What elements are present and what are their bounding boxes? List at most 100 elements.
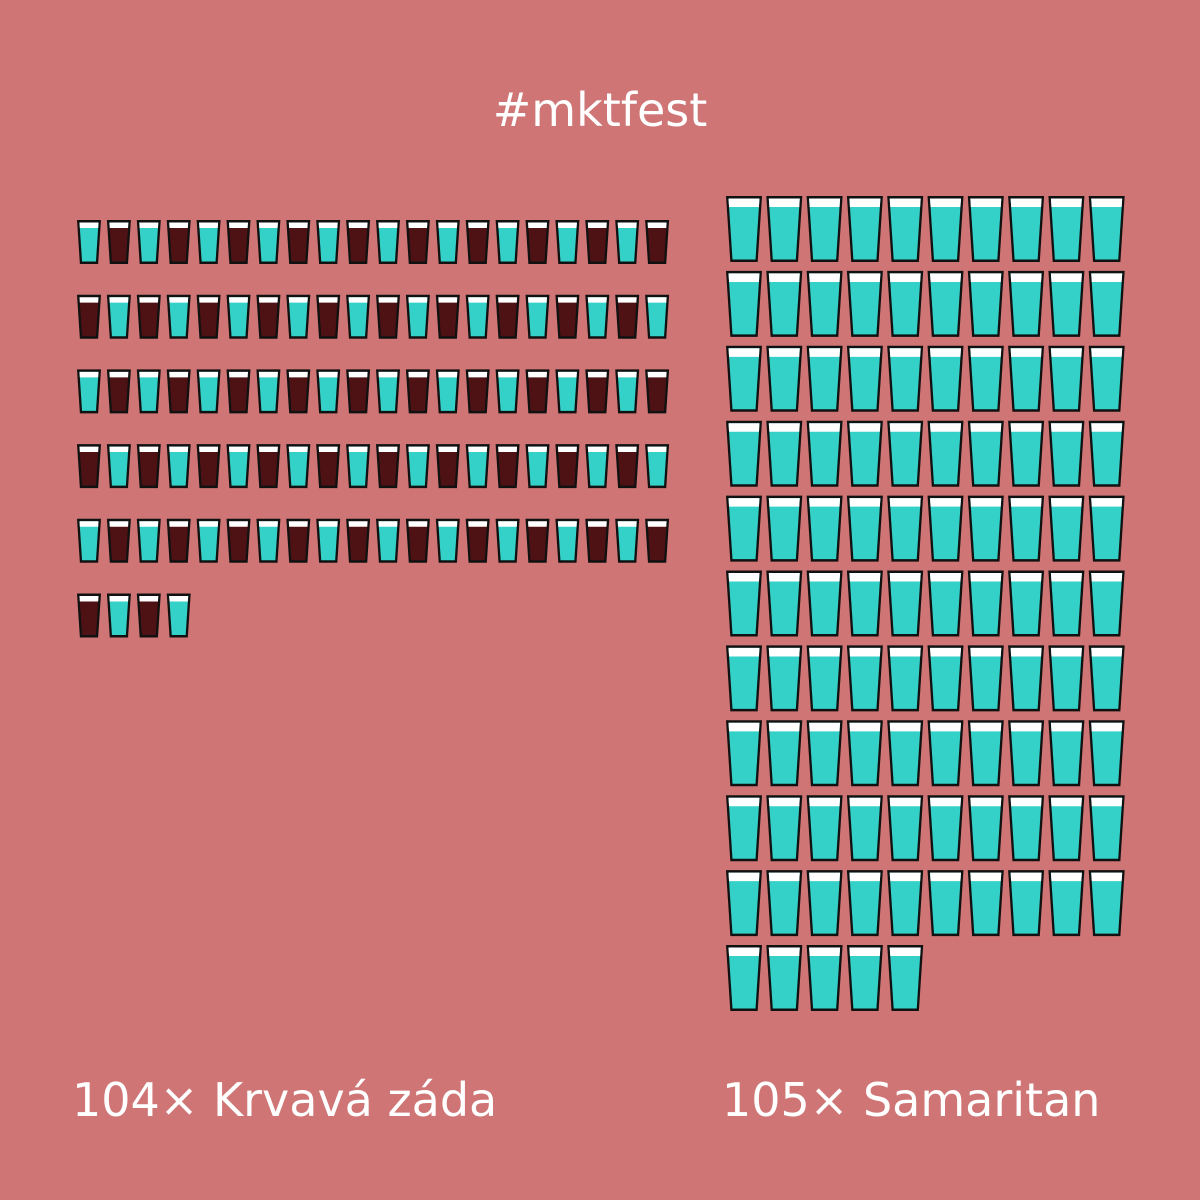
glass-icon [927,645,964,712]
glass-icon [806,420,843,487]
shot-glass-icon [495,444,520,489]
shot-glass-icon [585,220,610,264]
glass-icon [846,345,883,412]
glass-icon [1048,196,1085,262]
glass-icon [1008,645,1045,712]
glass-icon [887,945,924,1011]
krvava-zada-glasses [77,220,670,638]
shot-glass-icon [226,444,251,489]
shot-glass-icon [256,369,281,414]
shot-glass-icon [196,518,221,563]
shot-glass-icon [136,444,161,489]
shot-glass-icon [645,518,670,563]
glass-icon [846,720,883,787]
glass-icon [1088,720,1125,787]
shot-glass-icon [196,294,221,339]
glass-icon [1048,795,1085,862]
shot-glass-icon [465,369,490,414]
glass-icon [1008,495,1045,562]
glass-icon [806,570,843,637]
glass-icon [927,495,964,562]
shot-glass-icon [106,294,131,339]
glass-icon [806,795,843,862]
glass-icon [766,870,803,937]
glass-icon [1088,570,1125,637]
shot-glass-icon [645,444,670,489]
glass-icon [1088,870,1125,937]
glass-icon [846,945,883,1011]
glass-icon [806,870,843,937]
glass-icon [1008,345,1045,412]
shot-glass-icon [166,294,191,339]
shot-glass-icon [77,593,101,638]
krvava-zada-label: 104× Krvavá záda [72,1073,498,1127]
shot-glass-icon [376,369,400,414]
glass-icon [967,345,1004,412]
glass-icon [726,870,762,937]
shot-glass-icon [525,220,550,264]
shot-glass-icon [136,518,161,563]
glass-icon [1008,420,1045,487]
glass-icon [726,345,762,412]
glass-icon [967,495,1004,562]
glass-icon [1048,345,1085,412]
glass-icon [927,196,964,262]
glass-icon [846,270,883,337]
shot-glass-icon [405,518,430,563]
shot-glass-icon [166,444,191,489]
glass-icon [1008,570,1045,637]
glass-icon [1088,420,1125,487]
glass-icon [766,570,803,637]
glass-icon [766,720,803,787]
glass-icon [766,945,803,1011]
glass-icon [726,795,762,862]
samaritan-label: 105× Samaritan [722,1073,1101,1127]
shot-glass-icon [555,220,580,264]
shot-glass-icon [256,220,281,264]
glass-icon [1008,870,1045,937]
glass-icon [927,345,964,412]
shot-glass-icon [346,294,371,339]
glass-icon [967,570,1004,637]
shot-glass-icon [405,220,430,264]
shot-glass-icon [405,294,430,339]
shot-glass-icon [645,220,670,264]
shot-glass-icon [136,294,161,339]
shot-glass-icon [495,220,520,264]
chart-title: #mktfest [492,83,708,137]
glass-icon [967,870,1004,937]
shot-glass-icon [106,444,131,489]
glass-icon [1088,645,1125,712]
glass-icon [887,645,924,712]
shot-glass-icon [286,369,311,414]
shot-glass-icon [495,369,520,414]
shot-glass-icon [316,369,341,414]
shot-glass-icon [256,294,281,339]
shot-glass-icon [166,220,191,264]
glass-icon [1048,420,1085,487]
shot-glass-icon [226,294,251,339]
glass-icon [887,345,924,412]
glass-icon [887,420,924,487]
shot-glass-icon [615,444,640,489]
shot-glass-icon [256,518,281,563]
shot-glass-icon [106,220,131,264]
glass-icon [1088,495,1125,562]
shot-glass-icon [525,369,550,414]
shot-glass-icon [525,444,550,489]
shot-glass-icon [465,294,490,339]
glass-icon [726,420,762,487]
shot-glass-icon [346,220,371,264]
glass-icon [846,570,883,637]
glass-icon [806,270,843,337]
glass-icon [846,495,883,562]
glass-icon [726,495,762,562]
glass-icon [967,720,1004,787]
shot-glass-icon [525,518,550,563]
shot-glass-icon [555,369,580,414]
glass-icon [726,196,762,262]
shot-glass-icon [435,294,460,339]
glass-icon [726,645,762,712]
shot-glass-icon [226,220,251,264]
